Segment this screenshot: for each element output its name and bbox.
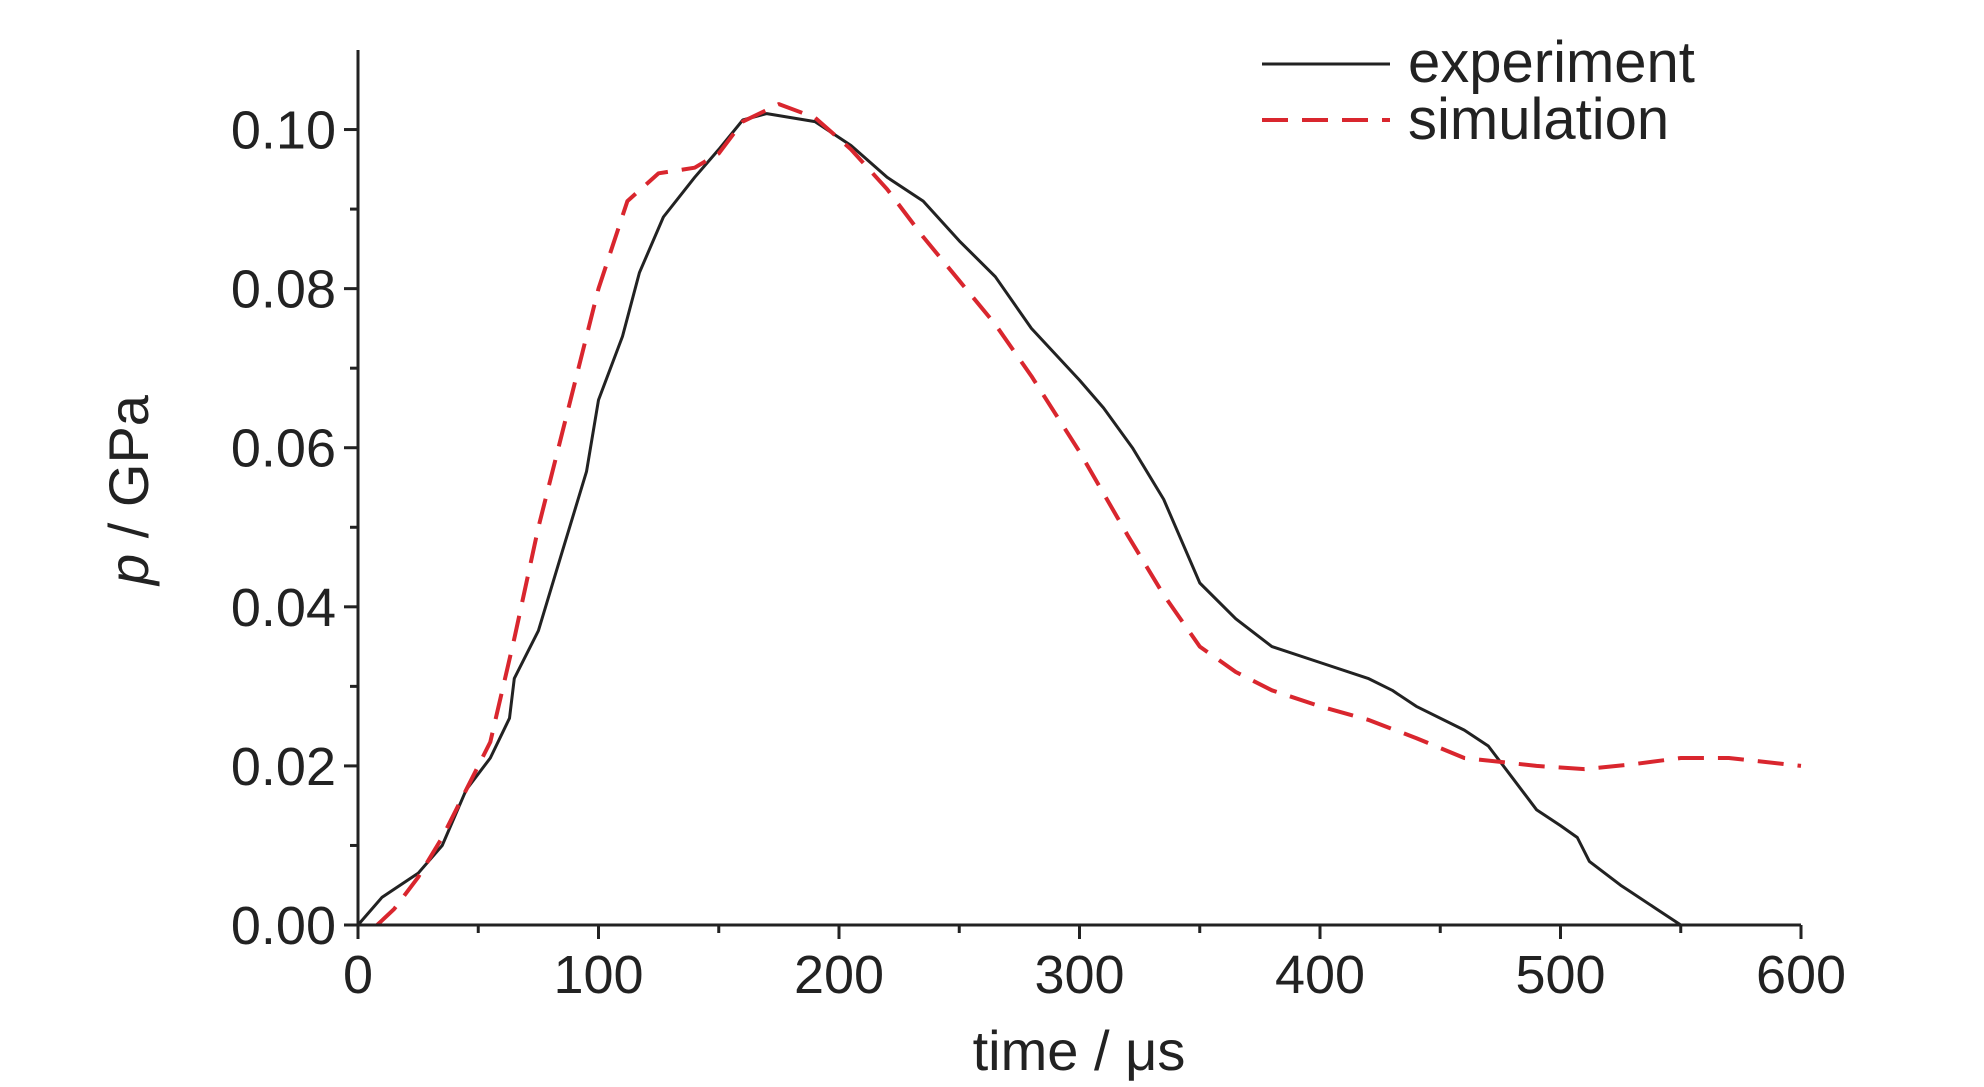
legend-label-experiment: experiment: [1408, 30, 1695, 95]
y-tick-label: 0.00: [231, 896, 336, 956]
y-tick-label: 0.10: [231, 101, 336, 161]
series-line-experiment: [356, 112, 1682, 927]
x-tick-label: 0: [343, 945, 373, 1005]
x-tick-label: 600: [1756, 945, 1846, 1005]
x-tick-label: 400: [1275, 945, 1365, 1005]
y-axis-title-unit: / GPa: [97, 394, 160, 554]
x-tick-label: 500: [1515, 945, 1605, 1005]
y-axis-ticks: 0.00 0.02 0.04 0.06 0.08 0.10: [231, 101, 358, 956]
y-tick-label: 0.02: [231, 737, 336, 797]
y-tick-label: 0.04: [231, 578, 336, 638]
x-tick-label: 200: [794, 945, 884, 1005]
y-axis-title: p / GPa: [97, 394, 160, 587]
y-tick-label: 0.08: [231, 260, 336, 320]
x-axis-ticks: 0 100 200 300 400 500 600: [343, 925, 1846, 1005]
series-line-simulation: [375, 102, 1802, 927]
y-tick-label: 0.06: [231, 419, 336, 479]
x-tick-label: 100: [553, 945, 643, 1005]
plot-area: [356, 102, 1802, 927]
legend-label-simulation: simulation: [1408, 87, 1669, 152]
x-tick-label: 300: [1034, 945, 1124, 1005]
legend: experiment simulation: [1262, 30, 1695, 152]
x-axis-title: time / μs: [973, 1019, 1186, 1082]
y-axis-title-variable: p: [97, 554, 160, 587]
